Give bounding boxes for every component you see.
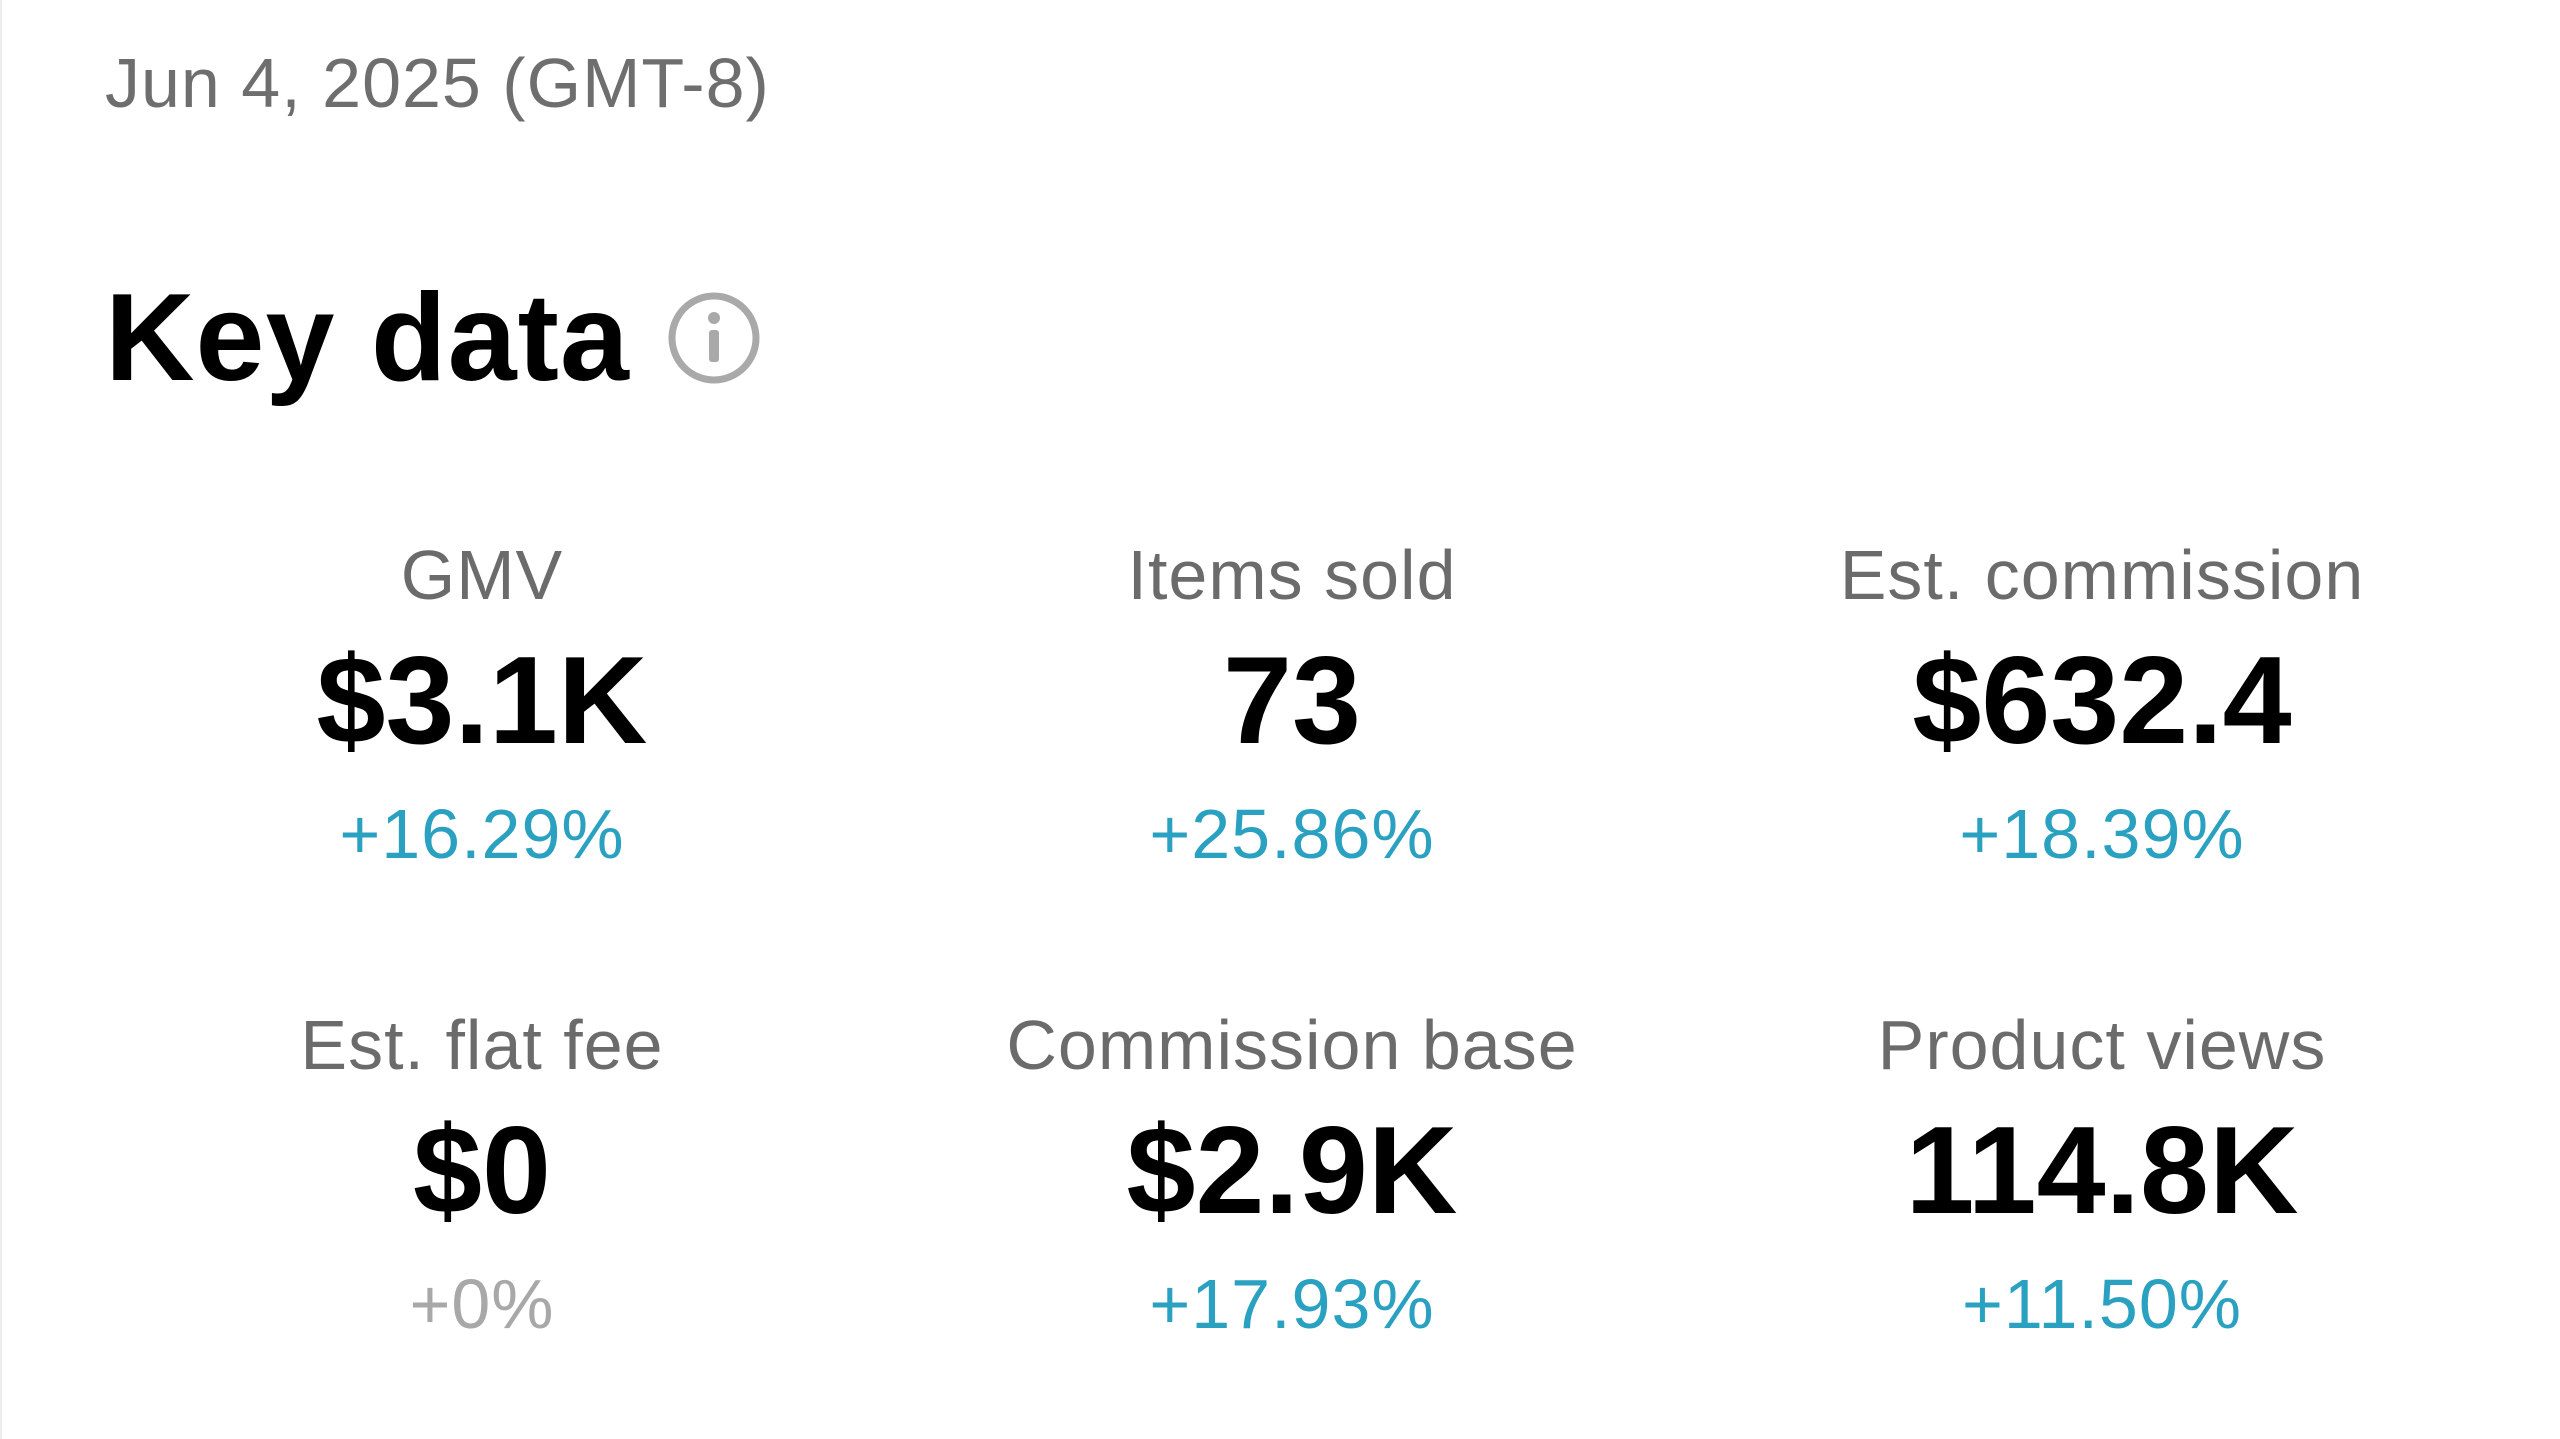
- metric-value: $3.1K: [316, 632, 648, 770]
- metric-value: $2.9K: [1126, 1102, 1458, 1240]
- date-label: Jun 4, 2025 (GMT-8): [105, 44, 770, 122]
- metric-gmv[interactable]: GMV $3.1K +16.29%: [82, 530, 882, 884]
- metric-value: $632.4: [1912, 632, 2292, 770]
- metric-label: Est. flat fee: [300, 1006, 664, 1084]
- metric-change: +11.50%: [1961, 1265, 2243, 1343]
- metric-est-commission[interactable]: Est. commission $632.4 +18.39%: [1702, 530, 2502, 884]
- section-title: Key data: [105, 269, 630, 407]
- metric-label: Product views: [1877, 1006, 2327, 1084]
- section-header: Key data: [105, 268, 762, 408]
- metric-change: +25.86%: [1149, 795, 1435, 873]
- metric-value: 114.8K: [1905, 1102, 2299, 1240]
- metric-change: +18.39%: [1959, 795, 2245, 873]
- metric-change: +0%: [409, 1265, 555, 1343]
- metric-commission-base[interactable]: Commission base $2.9K +17.93%: [892, 1000, 1692, 1354]
- metric-value: 73: [1223, 632, 1361, 770]
- metric-items-sold[interactable]: Items sold 73 +25.86%: [892, 530, 1692, 884]
- metric-label: Est. commission: [1839, 536, 2365, 614]
- metric-label: Commission base: [1006, 1006, 1578, 1084]
- metric-change: +16.29%: [339, 795, 625, 873]
- metric-label: GMV: [400, 536, 564, 614]
- metric-est-flat-fee[interactable]: Est. flat fee $0 +0%: [82, 1000, 882, 1354]
- info-circle-icon[interactable]: [666, 290, 762, 386]
- metric-label: Items sold: [1127, 536, 1457, 614]
- metric-value: $0: [413, 1102, 551, 1240]
- metric-change: +17.93%: [1149, 1265, 1435, 1343]
- metric-product-views[interactable]: Product views 114.8K +11.50%: [1702, 1000, 2502, 1354]
